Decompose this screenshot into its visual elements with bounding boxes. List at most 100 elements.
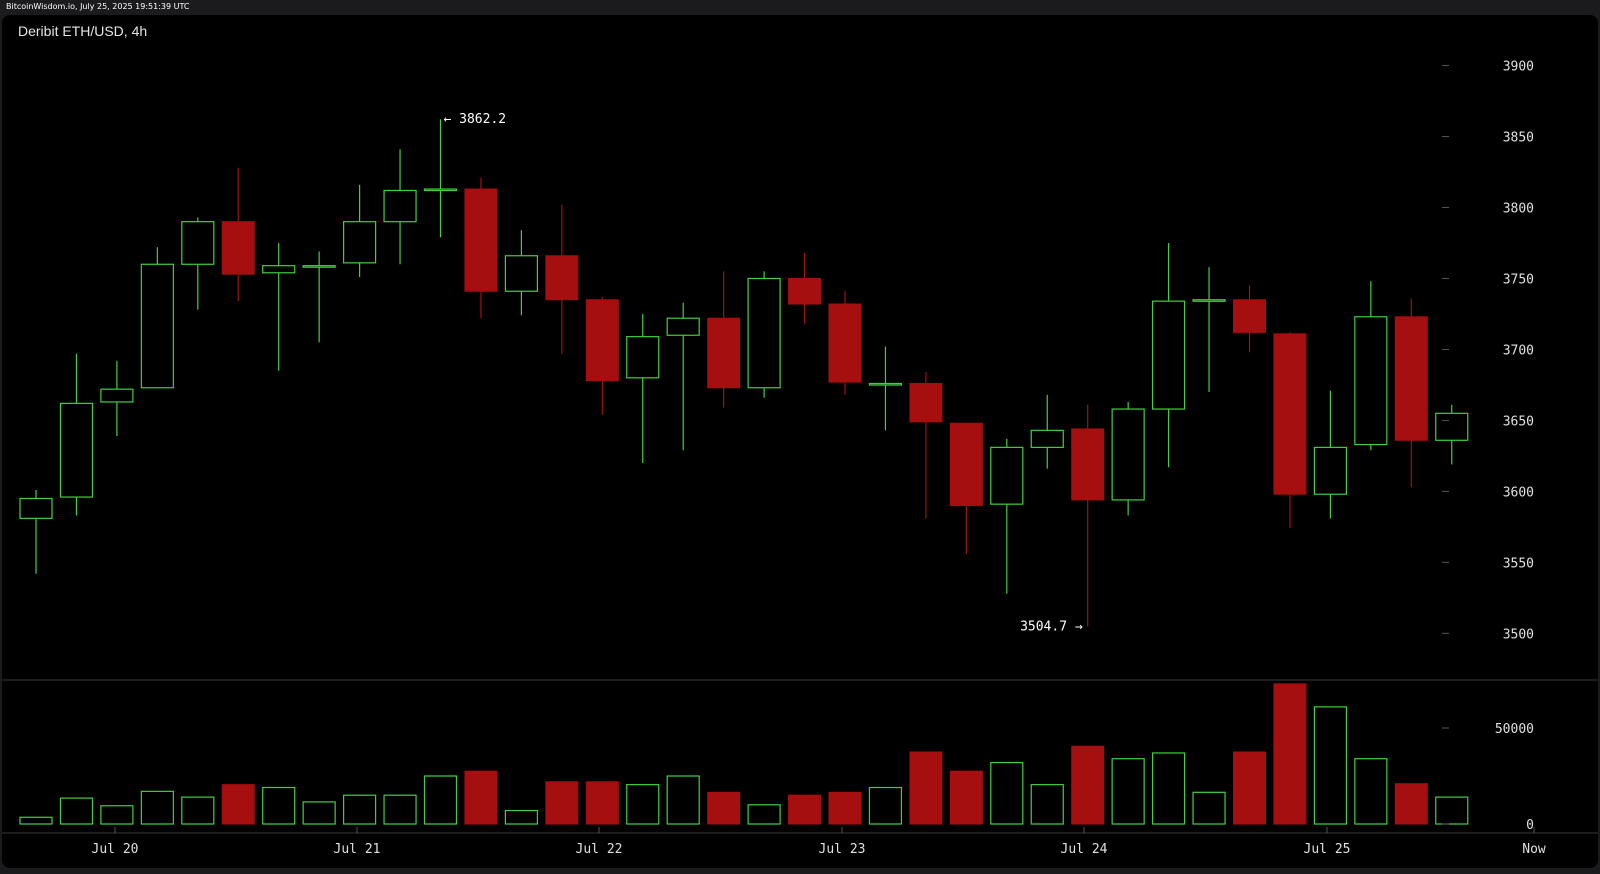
candle-body-up xyxy=(383,189,417,223)
price-tick-label: 3700 xyxy=(1503,343,1534,358)
candle-body-down xyxy=(788,277,822,305)
price-tick-label: 3550 xyxy=(1503,556,1534,571)
volume-bar-up xyxy=(504,809,538,825)
candle-body-down xyxy=(828,303,862,383)
annotation-layer: ← 3862.2 3504.7 → xyxy=(444,112,1083,634)
candle-body-up xyxy=(302,265,336,268)
candle-body-down xyxy=(1233,299,1266,333)
volume-bar-up xyxy=(1192,791,1226,825)
volume-bar-down xyxy=(464,770,498,825)
candle-body-up xyxy=(747,277,781,389)
chart-panel[interactable]: 3500 3550 3600 3650 3700 3750 3800 3850 3900 0 500… xyxy=(2,15,1598,868)
candle-body-up xyxy=(868,382,903,386)
volume-bar-down xyxy=(1071,745,1105,825)
volume-bar-up xyxy=(100,805,134,825)
candle-body-up xyxy=(423,188,458,192)
candle-body-up xyxy=(1192,299,1226,302)
price-tick-label: 3850 xyxy=(1503,131,1534,146)
volume-bar-down xyxy=(788,794,822,825)
candle-body-up xyxy=(343,221,377,264)
low-annotation: 3504.7 → xyxy=(1020,620,1083,635)
volume-bar-down xyxy=(585,781,619,825)
volume-bar-up xyxy=(1354,758,1388,825)
volume-bar-up xyxy=(1111,758,1145,825)
high-annotation: ← 3862.2 xyxy=(444,112,507,127)
candle-body-up xyxy=(504,255,538,292)
candle-body-up xyxy=(140,263,174,389)
candle-body-down xyxy=(464,188,498,292)
price-tick-label: 3900 xyxy=(1503,60,1534,75)
volume-bar-up xyxy=(747,804,781,825)
volume-bar-up xyxy=(1313,706,1348,825)
volume-bar-down xyxy=(1273,683,1307,825)
candle-body-down xyxy=(1273,333,1307,495)
volume-tick-label: 0 xyxy=(1526,818,1534,833)
volume-bar-up xyxy=(302,801,336,825)
volume-bar-down xyxy=(949,770,983,825)
candle-body-up xyxy=(1313,446,1348,495)
candle-body-down xyxy=(909,383,943,423)
candle-body-up xyxy=(19,497,53,519)
candle-body-down xyxy=(221,221,255,275)
volume-bar-up xyxy=(59,797,94,825)
volume-bar-up xyxy=(666,775,700,825)
volume-bar-up xyxy=(1435,796,1469,825)
candle-body-up xyxy=(1435,412,1469,441)
volume-bar-up xyxy=(262,786,296,825)
volume-bar-down xyxy=(1233,751,1266,825)
candle-body-down xyxy=(585,299,619,382)
candle-body-down xyxy=(545,255,579,301)
candlestick-chart[interactable]: 3500 3550 3600 3650 3700 3750 3800 3850 3900 0 500… xyxy=(2,15,1598,868)
volume-tick-label: 50000 xyxy=(1495,722,1534,737)
volume-bar-up xyxy=(181,796,215,825)
axis-layer: 3500 3550 3600 3650 3700 3750 3800 3850 3900 0 500… xyxy=(2,60,1598,857)
volume-bar-up xyxy=(140,790,174,825)
date-label: Jul 23 xyxy=(819,842,866,857)
candle-body-down xyxy=(1394,316,1428,441)
volume-bar-up xyxy=(1030,784,1064,825)
candle-layer xyxy=(19,119,1469,627)
date-label: Jul 20 xyxy=(92,842,139,857)
candle-body-up xyxy=(1354,316,1388,446)
volume-bar-up xyxy=(423,775,458,825)
volume-bar-up xyxy=(868,786,903,825)
volume-bar-up xyxy=(1151,752,1186,825)
volume-bar-down xyxy=(828,791,862,825)
candle-body-down xyxy=(949,422,983,507)
candle-body-up xyxy=(666,317,700,336)
volume-bar-up xyxy=(990,761,1024,825)
price-tick-label: 3750 xyxy=(1503,272,1534,287)
volume-bar-down xyxy=(909,751,943,825)
volume-bar-up xyxy=(19,816,53,825)
price-tick-label: 3500 xyxy=(1503,627,1534,642)
candle-body-down xyxy=(707,317,741,389)
volume-bar-up xyxy=(383,794,417,825)
date-label: Jul 21 xyxy=(334,842,381,857)
candle-body-up xyxy=(1111,408,1145,501)
volume-bar-down xyxy=(221,784,255,825)
volume-bar-up xyxy=(626,784,660,825)
price-tick-label: 3800 xyxy=(1503,201,1534,216)
chart-title: Deribit ETH/USD, 4h xyxy=(18,23,148,39)
volume-bar-down xyxy=(545,781,579,825)
candle-body-up xyxy=(100,388,134,403)
date-label: Jul 22 xyxy=(576,842,623,857)
candle-body-up xyxy=(1151,300,1186,410)
candle-body-up xyxy=(990,446,1024,505)
volume-bar-down xyxy=(1394,783,1428,825)
candle-body-up xyxy=(1030,429,1064,448)
candle-body-up xyxy=(262,265,296,274)
candle-body-up xyxy=(181,221,215,265)
date-label: Now xyxy=(1522,842,1546,857)
candle-body-up xyxy=(59,402,94,498)
watermark-text: BitcoinWisdom.io, July 25, 2025 19:51:39… xyxy=(6,2,190,11)
volume-bar-down xyxy=(707,791,741,825)
price-tick-label: 3650 xyxy=(1503,414,1534,429)
candle-body-up xyxy=(626,336,660,379)
date-label: Jul 25 xyxy=(1304,842,1351,857)
candle-body-down xyxy=(1071,428,1105,501)
volume-bar-up xyxy=(343,794,377,825)
volume-layer xyxy=(19,683,1469,825)
price-tick-label: 3600 xyxy=(1503,485,1534,500)
date-label: Jul 24 xyxy=(1061,842,1108,857)
